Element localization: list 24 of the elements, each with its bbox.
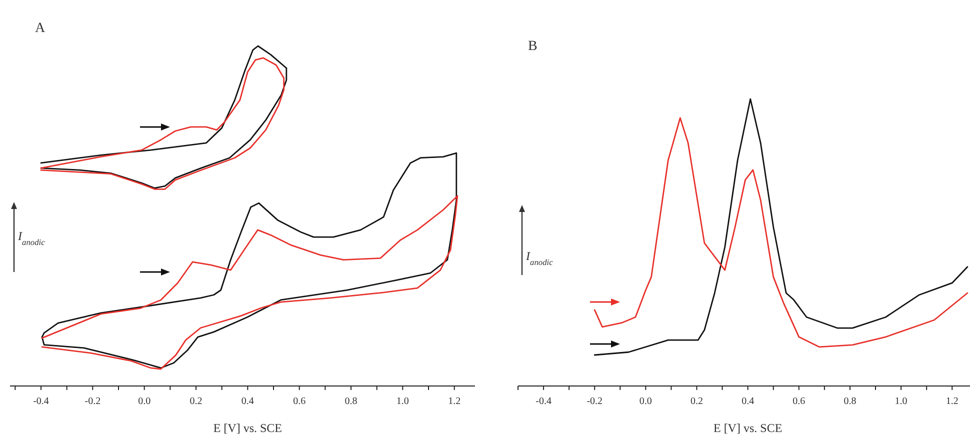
x-tick-label: 1.0 — [396, 396, 409, 407]
x-tick-label: 0.2 — [690, 396, 704, 407]
x-tick-label: -0.4 — [536, 396, 552, 407]
chart-title: B — [528, 39, 538, 54]
x-tick-label: 0.4 — [241, 396, 254, 407]
x-tick-label: -0.2 — [586, 396, 603, 407]
x-tick-label: -0.4 — [33, 396, 49, 407]
y-axis-title: I$_{anodic}$ — [17, 229, 46, 246]
x-tick-label: -0.2 — [84, 396, 101, 407]
x-tick-label: 0.6 — [792, 396, 806, 407]
x-tick-label: 0.8 — [844, 396, 856, 407]
x-tick-label: 0.8 — [344, 396, 358, 407]
x-tick-label: 1.2 — [448, 396, 461, 407]
x-tick-label: 0.0 — [639, 396, 652, 407]
x-tick-label: 1.0 — [894, 396, 908, 407]
x-tick-label: 0.4 — [742, 396, 754, 407]
x-tick-label: 0.2 — [190, 396, 202, 407]
y-axis-title: I$_{anodic}$ — [525, 249, 554, 266]
x-tick-label: 0.6 — [293, 396, 306, 407]
x-axis-title: E [V] vs. SCE — [213, 421, 282, 435]
x-tick-label: 0.0 — [138, 396, 151, 407]
chart-title: A — [35, 21, 46, 36]
x-axis-title: E [V] vs. SCE — [713, 421, 782, 435]
x-tick-label: 1.2 — [946, 396, 958, 407]
